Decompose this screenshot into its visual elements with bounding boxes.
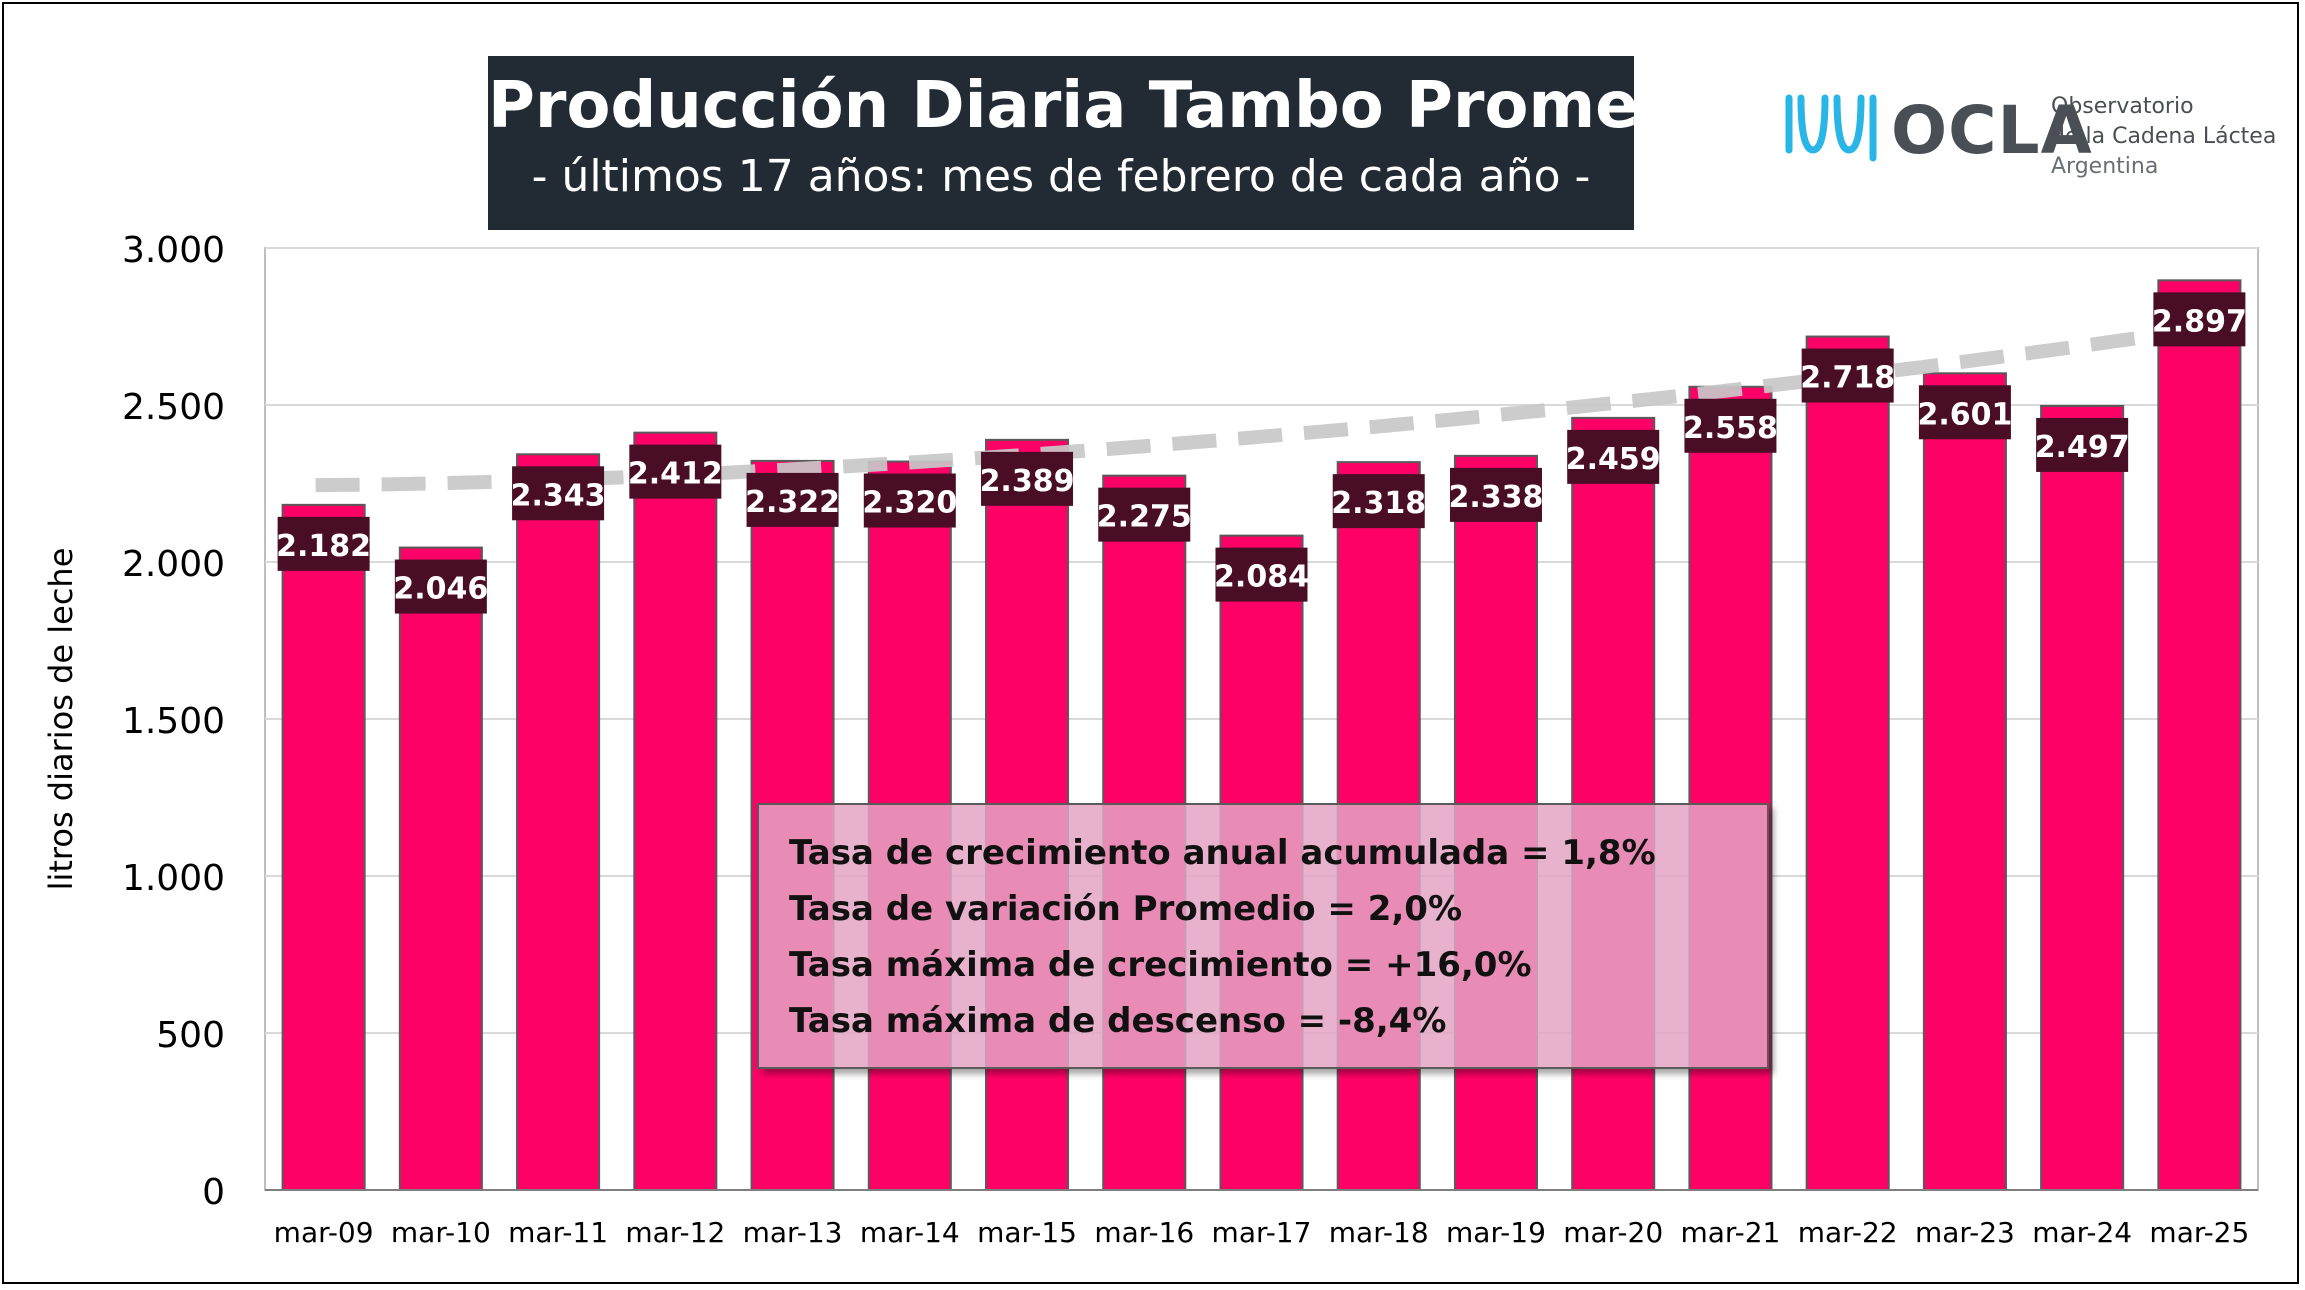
data-label: 2.601 <box>1917 397 2012 432</box>
x-tick-label: mar-09 <box>274 1216 374 1249</box>
x-tick-label: mar-12 <box>625 1216 725 1249</box>
trend-line <box>315 321 2209 493</box>
data-label-box <box>2153 292 2246 347</box>
x-tick-label: mar-20 <box>1563 1216 1663 1249</box>
data-label-box <box>1918 385 2011 440</box>
data-label: 2.389 <box>980 464 1075 499</box>
data-label-box <box>512 466 605 521</box>
y-axis-label: litros diarios de leche <box>42 548 80 891</box>
stat-max-growth: Tasa máxima de crecimiento = +16,0% <box>789 945 1532 985</box>
milk-wave-icon <box>1785 94 1877 162</box>
data-label-box <box>394 559 487 614</box>
data-label: 2.318 <box>1331 486 1426 521</box>
data-label: 2.320 <box>862 486 957 521</box>
chart-subtitle: - últimos 17 años: mes de febrero de cad… <box>531 151 1591 202</box>
x-tick-label: mar-13 <box>743 1216 843 1249</box>
data-label: 2.046 <box>393 572 488 607</box>
data-label: 2.343 <box>511 478 606 513</box>
x-tick-label: mar-14 <box>860 1216 960 1249</box>
data-label-box <box>1684 398 1777 453</box>
y-tick-label: 2.500 <box>122 387 225 428</box>
x-tick-label: mar-15 <box>977 1216 1077 1249</box>
x-tick-label: mar-16 <box>1094 1216 1194 1249</box>
data-label-box <box>863 473 956 528</box>
data-label-box <box>746 472 839 527</box>
data-label-box <box>1098 487 1191 542</box>
data-label: 2.558 <box>1683 411 1778 446</box>
bar <box>1688 385 1773 1191</box>
stats-box: Tasa de crecimiento anual acumulada = 1,… <box>757 803 1769 1069</box>
x-tick-label: mar-22 <box>1798 1216 1898 1249</box>
bar <box>516 453 601 1192</box>
axes: 0 500 1.000 1.500 2.000 2.500 3.000 litros diar… <box>42 230 2258 1249</box>
stat-cagr: Tasa de crecimiento anual acumulada = 1,… <box>789 833 1656 873</box>
x-tick-label: mar-11 <box>508 1216 608 1249</box>
y-tick-label: 1.500 <box>122 701 225 742</box>
data-label: 2.182 <box>276 529 371 564</box>
data-label: 2.322 <box>745 485 840 520</box>
y-tick-label: 500 <box>156 1015 225 1056</box>
chart-title: Producción Diaria Tambo Promedio <box>488 69 1751 143</box>
data-label: 2.897 <box>2152 304 2247 339</box>
y-tick-label: 1.000 <box>122 858 225 899</box>
ocla-logo: OCLA Observatorio de la Cadena Láctea Ar… <box>1785 88 2276 188</box>
data-label: 2.084 <box>1214 560 1309 595</box>
logo-line-3: Argentina <box>2051 154 2159 179</box>
data-label: 2.497 <box>2035 430 2130 465</box>
data-label-box <box>1801 348 1894 403</box>
bar <box>1805 335 1890 1192</box>
x-tick-label: mar-23 <box>1915 1216 2015 1249</box>
data-label: 2.412 <box>628 457 723 492</box>
x-tick-label: mar-24 <box>2032 1216 2132 1249</box>
data-label: 2.338 <box>1449 480 1544 515</box>
data-label: 2.459 <box>1566 442 1661 477</box>
logo-line-2: de la Cadena Láctea <box>2051 124 2277 149</box>
y-tick-label: 3.000 <box>122 230 225 271</box>
bar <box>1922 372 2007 1191</box>
stat-max-decline: Tasa máxima de descenso = -8,4% <box>789 1001 1447 1041</box>
data-labels: 2.182 2.046 2.343 2.412 2.322 2.320 2.389 2.275… <box>276 292 2247 614</box>
data-label-box <box>277 516 370 571</box>
stat-avg-variation: Tasa de variación Promedio = 2,0% <box>789 889 1463 929</box>
x-tick-label: mar-19 <box>1446 1216 1546 1249</box>
x-tick-label: mar-17 <box>1212 1216 1312 1249</box>
bar <box>2040 404 2125 1191</box>
data-label: 2.275 <box>1097 500 1192 535</box>
data-label-box <box>1332 474 1425 529</box>
title-banner: Producción Diaria Tambo Promedio - últim… <box>488 56 1751 230</box>
data-label-box <box>629 444 722 499</box>
data-label-box <box>1449 467 1542 522</box>
x-tick-label: mar-21 <box>1680 1216 1780 1249</box>
y-tick-label: 2.000 <box>122 544 225 585</box>
data-label-box <box>2036 417 2129 472</box>
data-label: 2.718 <box>1800 361 1895 396</box>
bar <box>633 431 718 1191</box>
x-tick-label: mar-25 <box>2149 1216 2249 1249</box>
bar <box>2157 279 2242 1192</box>
bar <box>281 503 366 1191</box>
trendline <box>315 321 2209 493</box>
data-label-box <box>981 451 1074 506</box>
x-tick-label: mar-10 <box>391 1216 491 1249</box>
logo-line-1: Observatorio <box>2051 94 2194 119</box>
logo-subtitle: Observatorio de la Cadena Láctea Argenti… <box>2051 92 2276 182</box>
y-tick-label: 0 <box>202 1172 225 1213</box>
x-tick-label: mar-18 <box>1329 1216 1429 1249</box>
data-label-box <box>1567 429 1660 484</box>
data-label-box <box>1215 547 1308 602</box>
logo-name: OCLA <box>1891 92 2093 169</box>
bar <box>398 546 483 1191</box>
